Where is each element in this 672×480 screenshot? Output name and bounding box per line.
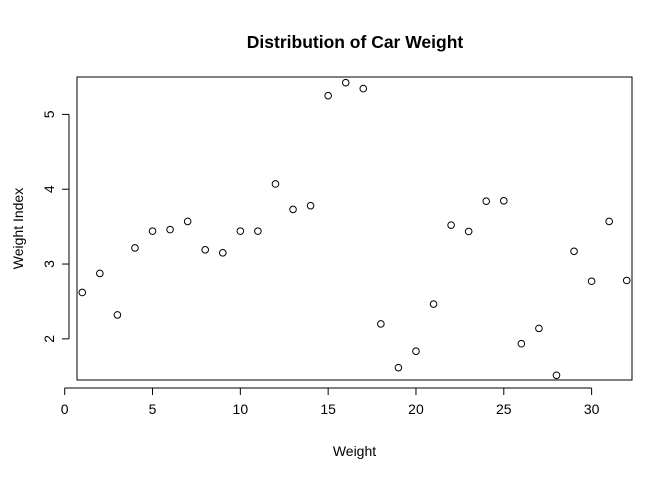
data-point (148, 227, 157, 235)
x-tick-label: 10 (233, 401, 249, 417)
data-point (236, 227, 245, 235)
y-axis-label: Weight Index (10, 188, 26, 269)
data-point (254, 227, 262, 235)
x-axis-label: Weight (333, 443, 376, 459)
data-point (131, 244, 139, 252)
x-tick-label: 0 (61, 401, 69, 417)
data-point (324, 91, 332, 100)
data-point (271, 180, 280, 188)
data-point (412, 347, 420, 355)
data-point (394, 363, 403, 372)
data-point (377, 320, 385, 328)
data-point (535, 324, 543, 333)
x-tick-label: 15 (320, 401, 336, 417)
y-axis: 2 3 4 5 (41, 110, 70, 343)
data-point (113, 311, 122, 319)
data-point (447, 221, 455, 229)
data-point (605, 217, 613, 226)
y-tick-label: 4 (41, 185, 57, 193)
data-point (306, 201, 315, 210)
x-tick-label: 25 (496, 401, 512, 417)
y-tick-label: 3 (41, 260, 57, 268)
data-point (341, 78, 350, 87)
data-points (78, 78, 631, 380)
data-point (96, 269, 104, 278)
data-point (359, 84, 368, 93)
data-point (570, 247, 578, 256)
data-point (429, 300, 438, 308)
x-tick-label: 20 (408, 401, 424, 417)
data-point (201, 246, 210, 254)
data-point (218, 249, 227, 257)
data-point (499, 197, 508, 205)
data-point (464, 227, 473, 236)
data-point (622, 276, 631, 285)
plot-area-frame (76, 76, 633, 381)
y-tick-label: 5 (41, 110, 57, 118)
data-point (289, 205, 297, 214)
x-tick-label: 5 (149, 401, 157, 417)
data-point (552, 371, 561, 380)
data-point (166, 225, 174, 234)
data-point (183, 217, 192, 226)
y-tick-label: 2 (41, 335, 57, 343)
data-point (482, 197, 491, 205)
x-axis: 0 5 10 15 20 25 30 (61, 387, 600, 417)
data-point (587, 277, 596, 286)
data-point (517, 339, 526, 348)
data-point (78, 288, 87, 297)
x-tick-label: 30 (584, 401, 600, 417)
chart-title: Distribution of Car Weight (247, 32, 464, 52)
